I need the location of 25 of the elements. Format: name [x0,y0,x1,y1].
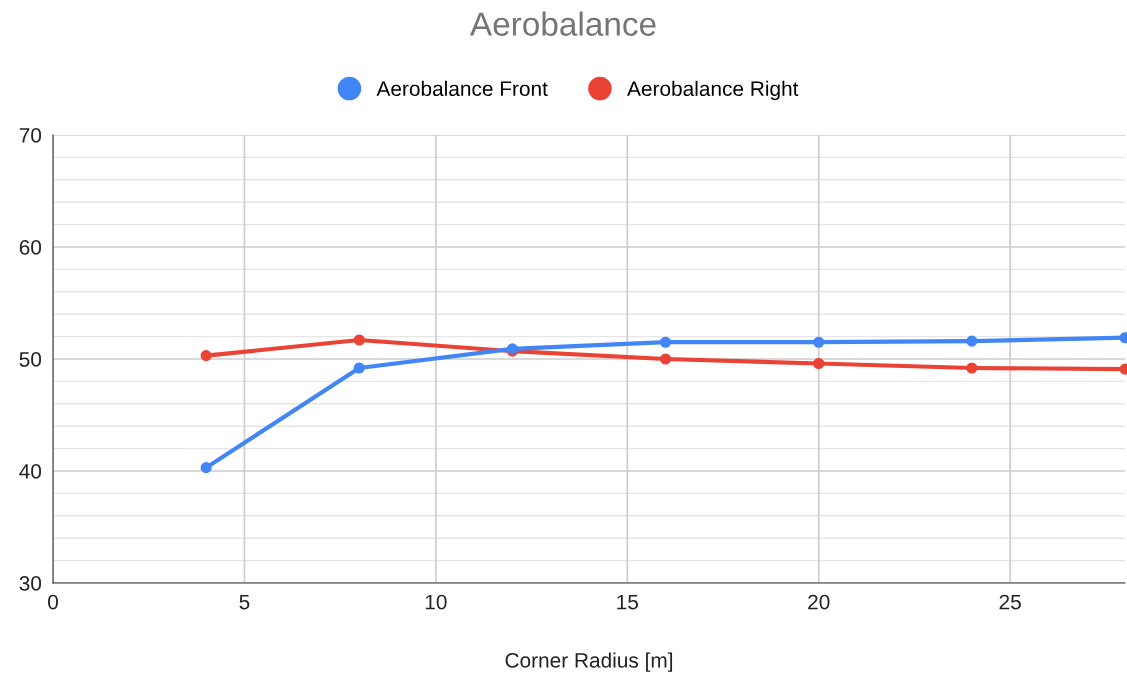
point [660,353,672,365]
x-axis-title: Corner Radius [m] [505,652,673,672]
x-tick-label: 25 [999,594,1021,610]
legend-label: Aerobalance Right [627,80,799,101]
point [813,357,825,370]
x-tick-label: 5 [239,594,250,610]
legend-label: Aerobalance Front [376,80,548,97]
point [200,462,212,474]
y-tick-label: 70 [19,128,42,143]
chart-title: Aerobalance [469,11,656,36]
point [353,334,365,346]
y-tick-label: 30 [19,576,42,591]
x-tick-label: 20 [808,594,830,610]
point [966,362,978,374]
x-tick-label: 0 [48,594,58,610]
point [966,335,978,347]
x-tick-label: 15 [617,594,638,610]
point [813,336,825,348]
y-tick-label: 40 [19,464,42,479]
point [660,336,672,348]
y-tick-label: 60 [19,240,42,255]
y-tick-label: 50 [19,352,42,367]
point [200,350,212,362]
point [353,362,365,374]
x-tick-label: 10 [425,594,447,610]
